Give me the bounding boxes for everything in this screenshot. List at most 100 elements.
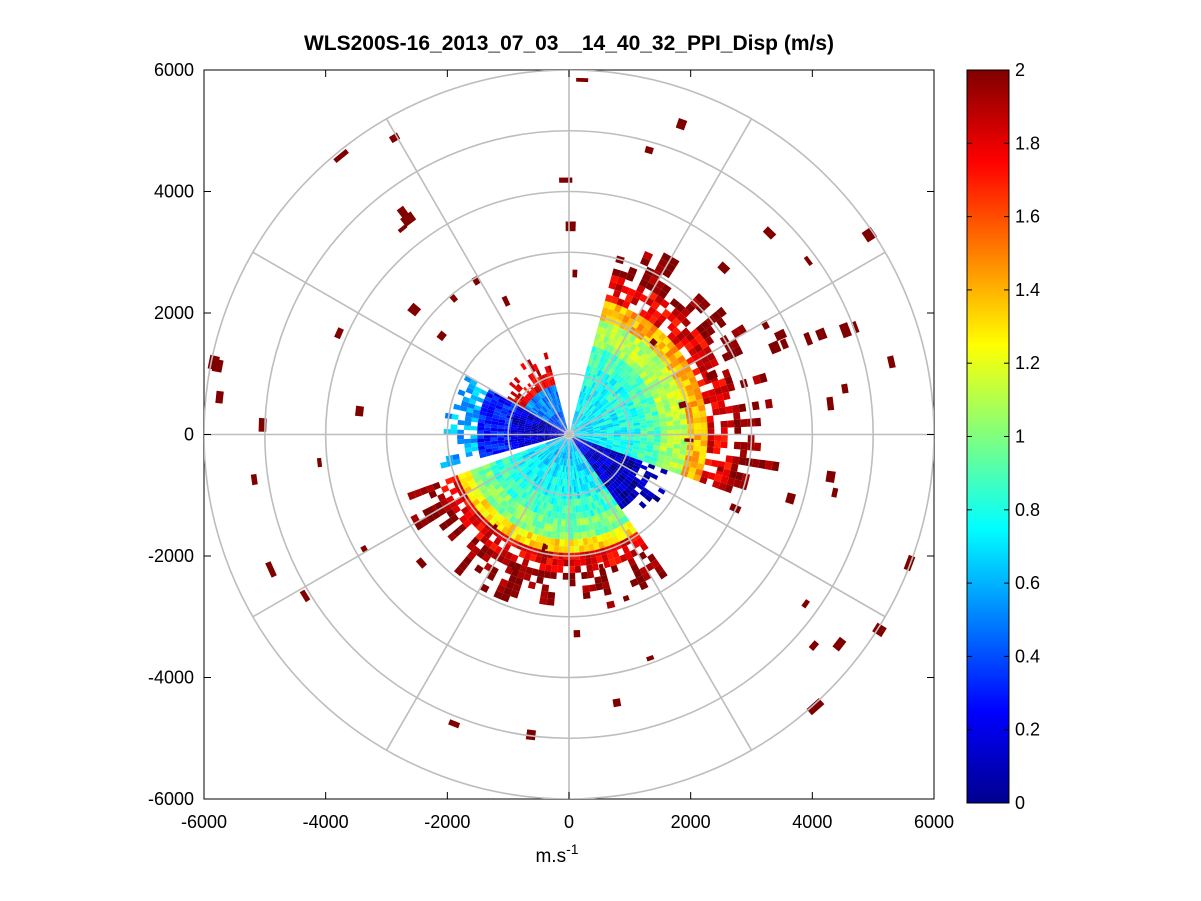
- data-cell: [533, 490, 539, 499]
- data-cell: [647, 490, 656, 499]
- data-cell: [513, 525, 521, 534]
- data-cell: [518, 550, 527, 559]
- data-cell: [699, 451, 707, 459]
- data-cell: [558, 419, 563, 425]
- data-cell: [605, 444, 613, 448]
- data-cell: [613, 436, 621, 439]
- data-cell: [617, 312, 625, 322]
- data-cell: [590, 480, 596, 488]
- data-cell: [728, 470, 738, 479]
- data-cell: [550, 531, 557, 539]
- data-cell: [551, 392, 556, 400]
- data-cell: [758, 372, 768, 384]
- data-cell: [573, 539, 579, 547]
- data-cell: [517, 496, 524, 505]
- data-cell: [502, 502, 510, 510]
- data-cell: [491, 480, 500, 488]
- data-cell: [496, 401, 504, 408]
- x-tick-label: 2000: [671, 812, 711, 832]
- data-cell: [489, 477, 498, 484]
- data-cell: [536, 506, 543, 515]
- data-cell: [562, 417, 566, 424]
- data-cell: [655, 462, 663, 469]
- data-cell: [585, 423, 592, 427]
- data-cell: [598, 348, 605, 356]
- data-cell: [608, 410, 616, 416]
- data-cell: [685, 302, 696, 313]
- data-cell: [612, 489, 620, 497]
- data-cell: [668, 256, 680, 267]
- data-cell: [553, 470, 558, 478]
- data-cell: [646, 381, 655, 389]
- data-cell: [675, 118, 688, 131]
- data-cell: [720, 384, 729, 394]
- data-cell: [513, 376, 521, 384]
- data-cell: [732, 456, 740, 465]
- data-cell: [573, 417, 577, 424]
- y-tick-label: -2000: [148, 546, 194, 566]
- data-cell: [629, 392, 637, 399]
- data-cell: [633, 437, 641, 441]
- data-cell: [452, 505, 461, 514]
- x-tick-label: -6000: [181, 812, 227, 832]
- data-cell: [497, 422, 505, 426]
- data-cell: [712, 408, 720, 416]
- data-cell: [603, 391, 611, 398]
- data-cell: [582, 385, 587, 393]
- data-cell: [588, 380, 594, 388]
- data-cell: [517, 458, 525, 464]
- data-cell: [504, 520, 513, 529]
- data-cell: [622, 345, 630, 354]
- data-cell: [627, 266, 638, 276]
- data-cell: [475, 531, 485, 541]
- data-cell: [582, 483, 587, 491]
- data-cell: [647, 463, 656, 470]
- data-cell: [580, 436, 588, 438]
- data-cell: [575, 451, 579, 458]
- data-cell: [400, 211, 417, 227]
- data-cell: [566, 452, 569, 460]
- data-cell: [543, 457, 549, 464]
- data-cell: [527, 391, 535, 398]
- data-cell: [565, 423, 568, 430]
- data-cell: [432, 481, 441, 491]
- data-cell: [548, 544, 555, 552]
- data-cell: [597, 404, 604, 410]
- data-cell: [265, 561, 277, 578]
- data-cell: [660, 394, 668, 401]
- data-cell: [586, 564, 594, 572]
- data-cell: [584, 503, 590, 511]
- data-cell: [558, 444, 563, 450]
- data-cell: [526, 419, 533, 423]
- data-cell: [530, 435, 538, 438]
- data-cell: [588, 449, 595, 455]
- data-cell: [569, 572, 576, 580]
- data-cell: [508, 489, 516, 498]
- data-cell: [545, 403, 551, 410]
- data-cell: [598, 320, 605, 328]
- data-cell: [694, 392, 703, 401]
- data-cell: [573, 435, 581, 438]
- data-cell: [694, 434, 701, 441]
- data-cell: [638, 501, 647, 509]
- data-cell: [539, 508, 546, 516]
- data-cell: [566, 439, 568, 446]
- data-cell: [642, 405, 651, 411]
- data-cell: [614, 556, 623, 565]
- data-cell: [500, 517, 509, 527]
- data-cell: [610, 399, 617, 405]
- data-cell: [606, 486, 613, 494]
- data-cell: [629, 470, 637, 477]
- data-cell: [570, 439, 573, 446]
- data-cell: [549, 538, 556, 546]
- data-cell: [477, 426, 485, 431]
- data-cell: [554, 456, 559, 464]
- data-cell: [598, 334, 605, 342]
- data-cell: [522, 465, 530, 472]
- data-cell: [468, 398, 477, 405]
- data-cell: [660, 299, 670, 309]
- data-cell: [547, 510, 552, 518]
- data-cell: [629, 407, 637, 413]
- data-cell: [653, 426, 661, 431]
- data-cell: [541, 397, 547, 405]
